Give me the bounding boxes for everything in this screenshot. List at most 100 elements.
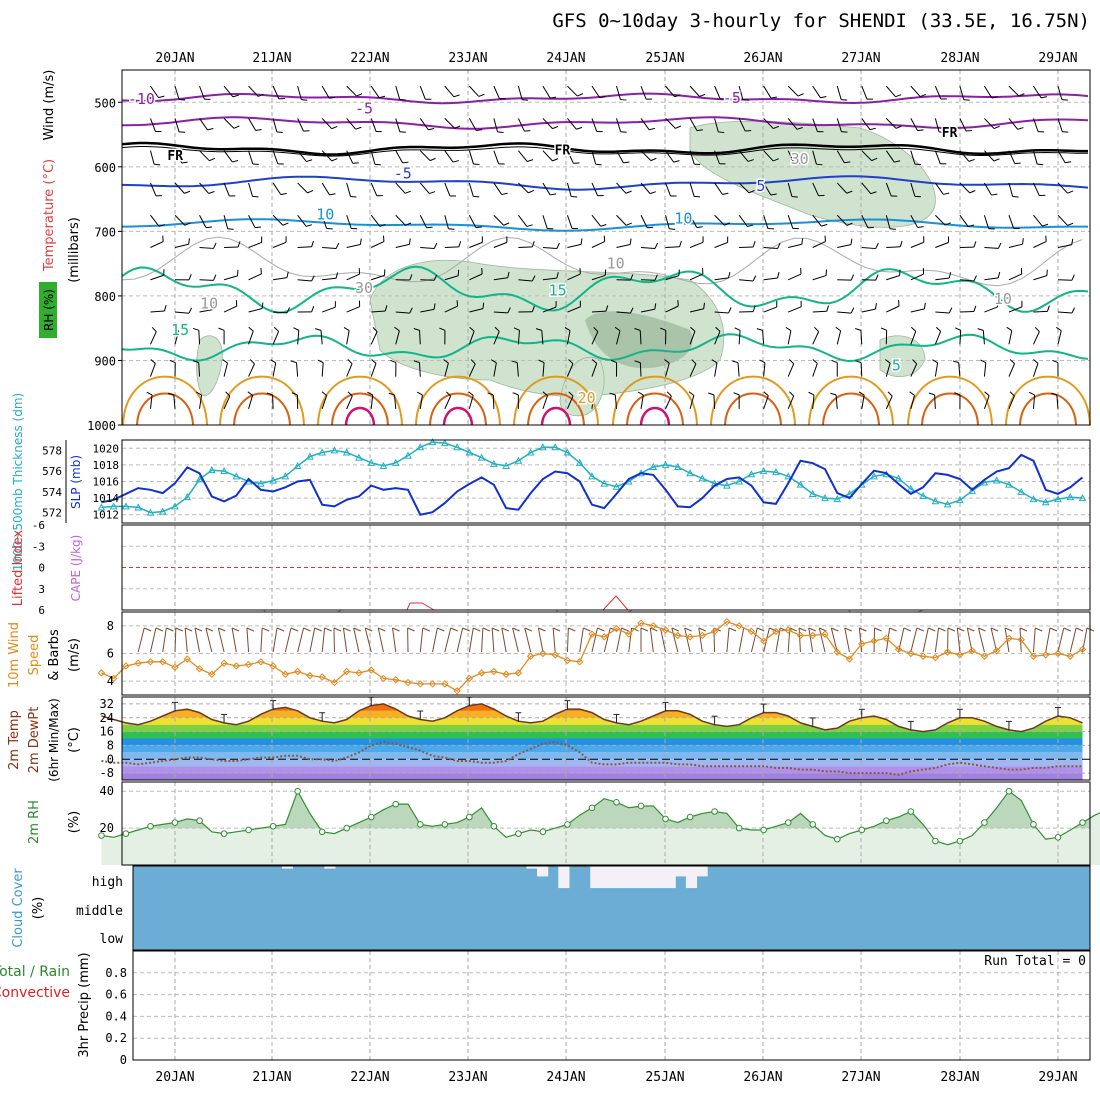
wind10-barb-flag [874,627,882,632]
upper-wind-barb [787,363,795,377]
upper-wind-barb-flag [315,328,322,331]
wind10-point [563,656,572,665]
upper-wind-barb [566,150,574,164]
temp-contour-25 [527,392,585,426]
upper-wind-barb-flag [564,326,571,331]
thickness-point [673,462,682,470]
upper-wind-barb [836,85,842,100]
upper-wind-barb [1033,118,1039,132]
upper-wind-barb-flag [388,392,395,396]
upper-wind-barb-flag [935,326,941,332]
upper-wind-barb-flag [696,129,703,132]
upper-wind-barb [567,118,577,130]
upper-wind-barb [689,273,704,281]
contour-label: 15 [549,282,567,300]
wind10-point [870,637,878,645]
upper-wind-barb [665,215,670,229]
upper-wind-barb-flag [390,359,397,364]
upper-wind-barb [1057,244,1072,248]
upper-wind-barb-flag [372,326,378,332]
upper-wind-barb-flag [850,238,853,245]
wind10-tick-label: 4 [107,674,114,688]
upper-wind-barb-flag [841,99,848,101]
upper-wind-barb [787,395,795,410]
upper-wind-barb-flag [944,222,951,226]
thickness-point [171,502,179,510]
thickness-point [735,477,743,485]
upper-wind-barb [616,118,622,132]
upper-wind-barb-flag [266,392,273,396]
thickness-point [784,472,793,480]
upper-wind-barb [640,394,644,409]
upper-wind-barb [198,362,201,377]
wind10-point [502,670,510,678]
wind10-point [159,658,167,666]
upper-wind-barb [542,182,551,196]
upper-wind-barb-flag [821,223,828,227]
upper-wind-barb-flag [630,274,634,281]
wind10-barb-flag [501,627,510,632]
upper-wind-barb-flag [158,95,165,99]
upper-wind-barb-flag [232,159,239,163]
upper-wind-barb [199,85,205,100]
upper-wind-barb-flag [620,99,627,101]
thickness-tick-label: 574 [42,486,62,499]
temp-color-band [122,752,1083,760]
upper-wind-barb-flag [307,189,314,194]
upper-wind-barb [812,85,821,99]
wind10-point [943,648,952,656]
upper-wind-barb [959,86,965,100]
upper-wind-barb-flag [1041,96,1048,99]
cloud-high-bar [590,866,602,889]
upper-wind-barb [395,330,400,345]
upper-wind-barb-flag [247,391,253,396]
temp-color-band [122,766,1083,774]
upper-wind-barb [616,311,631,314]
wind10-point [968,647,976,655]
upper-wind-barb-flag [850,274,855,281]
upper-wind-barb [223,362,229,377]
upper-wind-barb-flag [522,99,529,101]
upper-wind-barb [812,241,826,248]
rh2m-point [171,819,179,826]
wind10-barb [284,627,292,653]
upper-wind-barb [444,275,459,281]
contour-label: -10 [128,90,155,108]
upper-wind-barb [1008,395,1015,410]
upper-wind-barb-flag [673,160,680,163]
upper-wind-barb-flag [920,93,926,98]
wind10-barb-flag [957,627,965,632]
upper-wind-barb [199,247,214,249]
thickness-point [600,479,609,487]
upper-wind-barb [297,182,308,194]
upper-wind-barb-flag [948,272,952,279]
upper-wind-barb [223,395,231,410]
upper-wind-barb [322,277,337,281]
upper-wind-barb-flag [895,125,902,129]
wind10-point [980,652,989,660]
wind10-barb [830,627,838,653]
upper-wind-barb [984,150,995,162]
upper-wind-barb [468,395,474,410]
upper-wind-barb-flag [973,275,977,282]
upper-wind-barb-flag [752,275,757,282]
wind10-barb [922,627,929,653]
upper-wind-barb-flag [184,222,191,226]
thickness-point [1017,487,1026,495]
upper-wind-barb-flag [785,326,792,332]
upper-wind-barb-flag [550,96,557,99]
wind10-barb-flag [205,627,214,632]
wind10-barb-flag [928,627,936,632]
temp-contour-25 [429,392,487,426]
upper-wind-barb [983,362,987,377]
upper-wind-barb [738,330,741,345]
upper-wind-barb [763,306,777,313]
wind10-barb [956,627,961,653]
upper-wind-barb [738,86,744,100]
wind10-point [1042,651,1050,659]
wind10-point [404,678,412,687]
upper-wind-barb [541,330,544,345]
wind10-barb [858,627,863,653]
thickness-point [919,491,927,500]
upper-wind-barb-flag [728,271,731,279]
